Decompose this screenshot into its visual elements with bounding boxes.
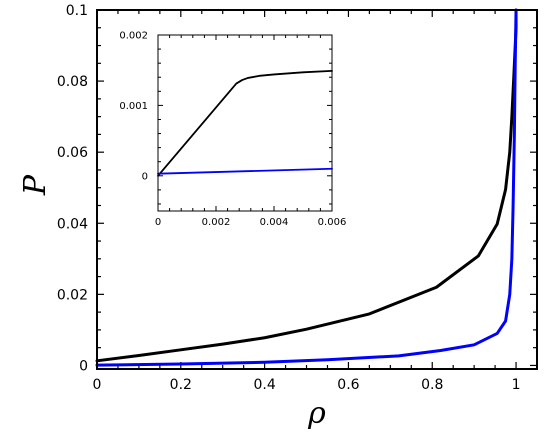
main-series-line-2	[95, 8, 518, 367]
main-y-tick-label: 0.06	[57, 145, 88, 161]
inset-y-tick-label: 0	[142, 171, 148, 182]
main-y-tick-label: 0.08	[57, 74, 88, 90]
main-y-tick-label: 0.02	[57, 287, 88, 303]
inset-plot-frame	[157, 34, 333, 212]
main-x-tick-label: 0.6	[337, 377, 359, 393]
inset-y-tick-label: 0.002	[119, 31, 148, 42]
main-x-tick-label: 0.4	[253, 377, 275, 393]
inset-tick-labels: 0 0.002 0.004 0.006 0 0.001 0.002	[119, 31, 346, 229]
main-x-tick-label: 0	[93, 377, 102, 393]
x-axis-title: ρ	[307, 396, 326, 431]
main-tick-labels: 0 0.2 0.4 0.6 0.8 1 0 0.02 0.04 0.06 0.08 0.1	[57, 3, 521, 393]
inset-x-tick-label: 0	[155, 217, 161, 228]
main-plot-frame	[96, 9, 538, 370]
main-y-tick-label: 0.04	[57, 216, 88, 232]
main-series-line-1	[95, 8, 518, 363]
inset-x-tick-label: 0.006	[318, 217, 347, 228]
inset-series-line-2	[157, 167, 333, 175]
inset-series-line-1	[157, 70, 333, 177]
inset-x-tick-label: 0.002	[202, 217, 231, 228]
inset-background	[158, 35, 332, 211]
main-y-tick-label: 0.1	[66, 3, 88, 19]
inset-series-lines	[157, 70, 333, 177]
main-series-lines	[95, 8, 518, 367]
main-x-tick-label: 0.8	[421, 377, 443, 393]
main-y-tick-label: 0	[79, 358, 88, 374]
main-x-tick-label: 1	[512, 377, 521, 393]
y-axis-title: P	[18, 174, 53, 196]
inset-y-tick-label: 0.001	[119, 101, 148, 112]
inset-x-tick-label: 0.004	[260, 217, 289, 228]
main-x-tick-label: 0.2	[170, 377, 192, 393]
